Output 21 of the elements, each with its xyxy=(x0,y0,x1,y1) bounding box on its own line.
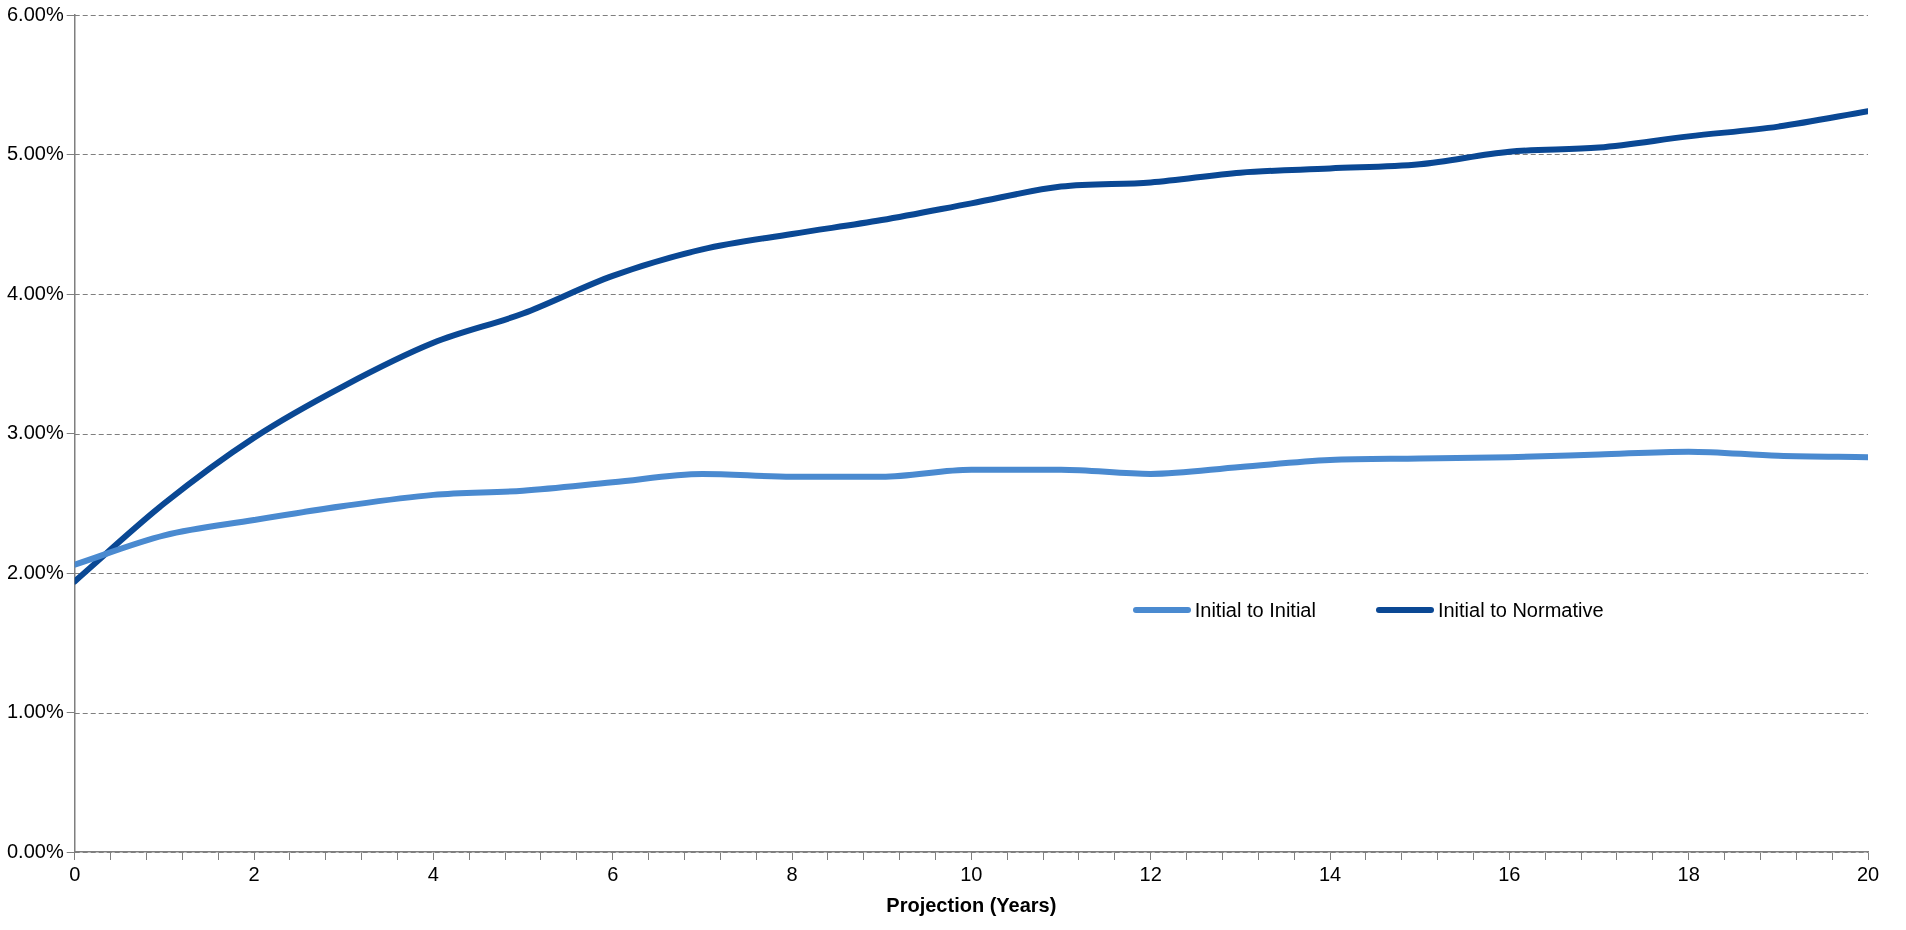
x-tick-label: 20 xyxy=(1856,862,1880,885)
x-tick-label: 4 xyxy=(427,862,439,885)
y-tick-label: 3.00% xyxy=(6,421,64,444)
x-tick-label: 14 xyxy=(1318,862,1342,885)
x-tick-label: 2 xyxy=(248,862,260,885)
x-tick-label: 12 xyxy=(1139,862,1162,885)
x-tick-label: 8 xyxy=(786,862,798,885)
x-axis-title: Projection (Years) xyxy=(886,893,1057,916)
y-tick-label: 2.00% xyxy=(6,560,64,583)
y-tick-label: 5.00% xyxy=(6,142,64,165)
y-tick-label: 1.00% xyxy=(6,700,64,723)
legend-label: Initial to Initial xyxy=(1194,598,1316,622)
x-tick-label: 10 xyxy=(960,862,983,885)
legend-label: Initial to Normative xyxy=(1437,598,1604,622)
y-tick-label: 4.00% xyxy=(6,281,64,304)
y-tick-label: 6.00% xyxy=(6,2,64,25)
x-tick-label: 16 xyxy=(1498,862,1521,885)
x-tick-label: 18 xyxy=(1677,862,1700,885)
x-tick-label: 6 xyxy=(607,862,619,885)
y-tick-label: 0.00% xyxy=(6,839,64,862)
x-tick-label: 0 xyxy=(69,862,81,885)
